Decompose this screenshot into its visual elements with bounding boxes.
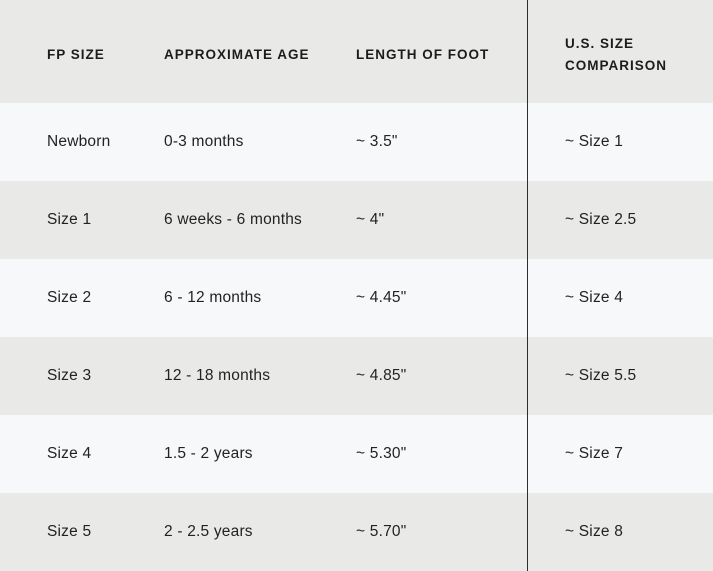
table-row: Size 3 12 - 18 months ~ 4.85" ~ Size 5.5 — [0, 337, 713, 415]
cell-length-of-foot: ~ 3.5" — [356, 133, 398, 150]
cell-us-size: ~ Size 8 — [565, 523, 624, 540]
cell-length-of-foot: ~ 4.45" — [356, 289, 407, 306]
cell-length-of-foot: ~ 5.70" — [356, 523, 407, 540]
cell-length-of-foot: ~ 4.85" — [356, 367, 407, 384]
cell-fp-size: Size 1 — [47, 211, 92, 228]
cell-approximate-age: 0-3 months — [164, 133, 244, 150]
table-row: Size 2 6 - 12 months ~ 4.45" ~ Size 4 — [0, 259, 713, 337]
table-row: Size 1 6 weeks - 6 months ~ 4" ~ Size 2.… — [0, 181, 713, 259]
cell-fp-size: Size 2 — [47, 289, 92, 306]
cell-fp-size: Newborn — [47, 133, 111, 150]
table-header-row: FP SIZE APPROXIMATE AGE LENGTH OF FOOT U… — [0, 0, 713, 103]
column-header-us-size-comparison: U.S. SIZE COMPARISON — [565, 35, 668, 73]
table-row: Newborn 0-3 months ~ 3.5" ~ Size 1 — [0, 103, 713, 181]
cell-length-of-foot: ~ 5.30" — [356, 445, 407, 462]
cell-us-size: ~ Size 2.5 — [565, 211, 637, 228]
cell-us-size: ~ Size 5.5 — [565, 367, 637, 384]
column-divider — [527, 0, 528, 571]
table-body: Newborn 0-3 months ~ 3.5" ~ Size 1 Size … — [0, 103, 713, 571]
cell-us-size: ~ Size 1 — [565, 133, 624, 150]
cell-us-size: ~ Size 7 — [565, 445, 624, 462]
cell-length-of-foot: ~ 4" — [356, 211, 385, 228]
cell-approximate-age: 6 - 12 months — [164, 289, 262, 306]
cell-approximate-age: 2 - 2.5 years — [164, 523, 253, 540]
cell-fp-size: Size 3 — [47, 367, 92, 384]
cell-fp-size: Size 5 — [47, 523, 92, 540]
table-row: Size 5 2 - 2.5 years ~ 5.70" ~ Size 8 — [0, 493, 713, 571]
cell-us-size: ~ Size 4 — [565, 289, 624, 306]
cell-approximate-age: 12 - 18 months — [164, 367, 271, 384]
table-row: Size 4 1.5 - 2 years ~ 5.30" ~ Size 7 — [0, 415, 713, 493]
column-header-length-of-foot: LENGTH OF FOOT — [356, 46, 490, 62]
cell-approximate-age: 1.5 - 2 years — [164, 445, 253, 462]
cell-approximate-age: 6 weeks - 6 months — [164, 211, 302, 228]
cell-fp-size: Size 4 — [47, 445, 92, 462]
column-header-fp-size: FP SIZE — [47, 46, 105, 62]
column-header-approximate-age: APPROXIMATE AGE — [164, 46, 310, 62]
